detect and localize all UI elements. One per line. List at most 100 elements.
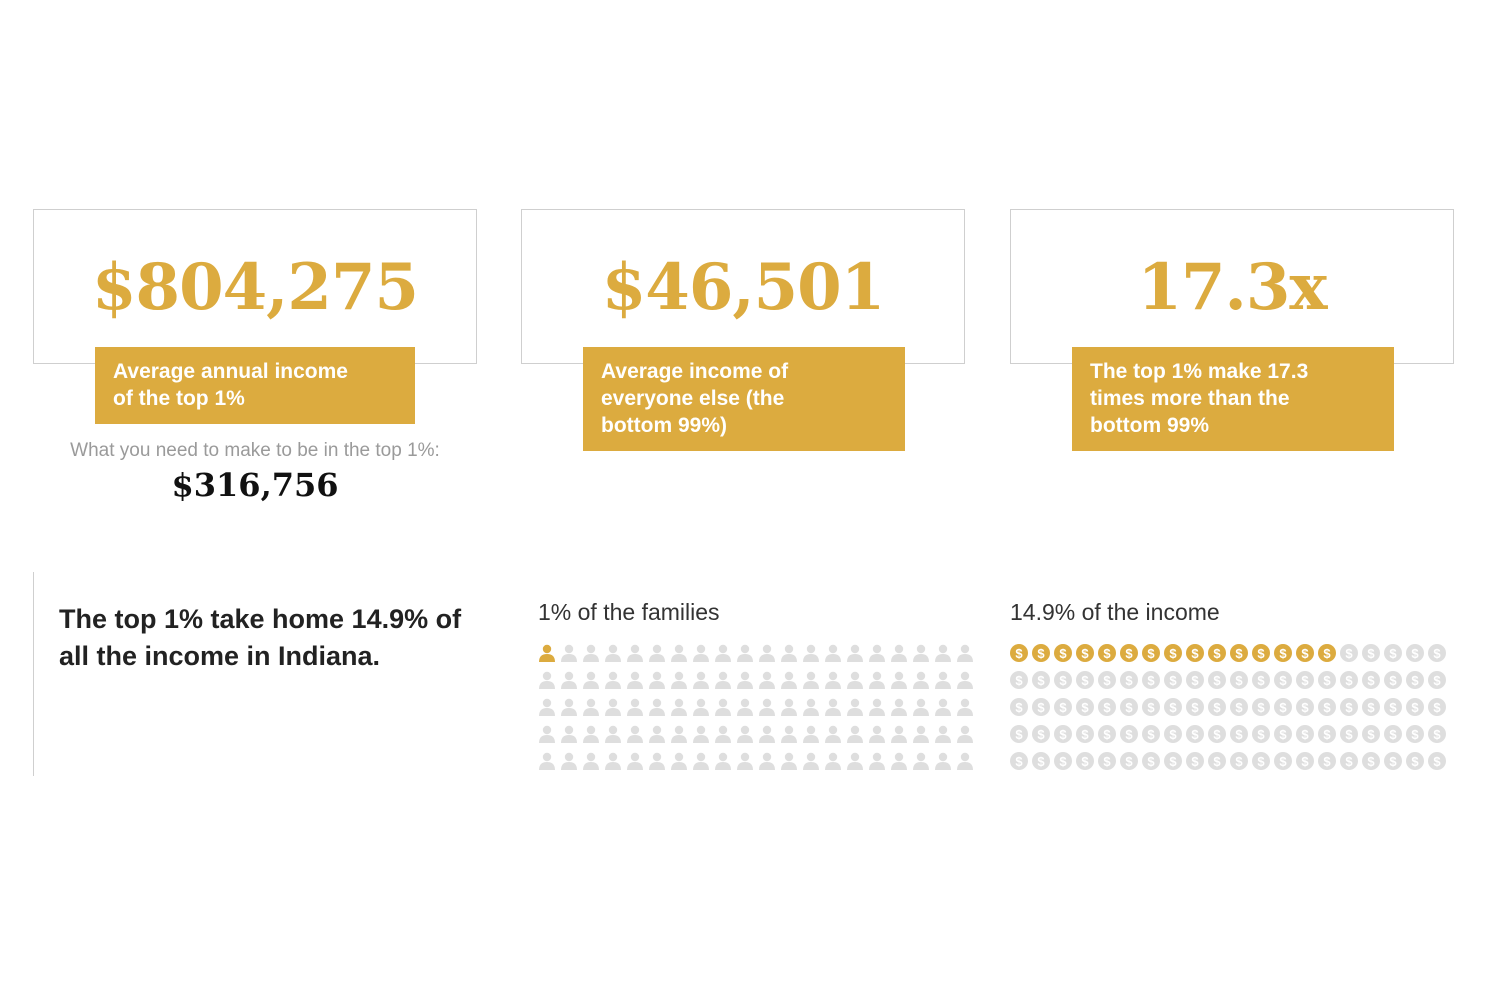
stat-caption-tag: Average annual income of the top 1% (95, 347, 415, 424)
dollar-coin-icon: $ (1252, 725, 1270, 743)
dollar-coin-icon: $ (1142, 752, 1160, 770)
dollar-coin-icon-highlighted: $ (1142, 644, 1160, 662)
svg-text:$: $ (1323, 673, 1331, 688)
svg-text:$: $ (1037, 646, 1045, 661)
svg-text:$: $ (1059, 754, 1067, 769)
person-icon (935, 671, 951, 689)
dollar-coin-icon: $ (1340, 644, 1358, 662)
svg-text:$: $ (1301, 754, 1309, 769)
caption-line: everyone else (the (601, 387, 785, 410)
stat-value: 17.3x (1137, 250, 1327, 325)
person-icon (737, 698, 753, 716)
svg-text:$: $ (1411, 646, 1419, 661)
person-icon (605, 671, 621, 689)
svg-text:$: $ (1411, 700, 1419, 715)
person-icon (693, 644, 709, 662)
dollar-coin-icon: $ (1164, 671, 1182, 689)
headline: The top 1% take home 14.9% of all the in… (59, 601, 509, 675)
dollar-coin-icon: $ (1428, 671, 1446, 689)
person-icon (583, 752, 599, 770)
dollar-coin-icon: $ (1186, 725, 1204, 743)
person-icon (781, 698, 797, 716)
person-icon (649, 698, 665, 716)
dollar-coin-icon: $ (1428, 752, 1446, 770)
dollar-coin-icon: $ (1120, 671, 1138, 689)
dollar-coin-icon: $ (1252, 671, 1270, 689)
person-icon (935, 644, 951, 662)
svg-text:$: $ (1279, 727, 1287, 742)
person-icon (913, 671, 929, 689)
dollar-coin-icon: $ (1010, 752, 1028, 770)
dollar-coin-icon: $ (1384, 698, 1402, 716)
dollar-coin-icon: $ (1384, 752, 1402, 770)
svg-text:$: $ (1433, 754, 1441, 769)
person-icon (737, 752, 753, 770)
dollar-coin-icon: $ (1384, 644, 1402, 662)
svg-text:$: $ (1015, 700, 1023, 715)
person-icon (825, 671, 841, 689)
person-icon (803, 671, 819, 689)
person-icon (847, 644, 863, 662)
svg-text:$: $ (1389, 646, 1397, 661)
svg-text:$: $ (1191, 700, 1199, 715)
stat-card-ratio: 17.3x (1010, 209, 1454, 364)
svg-text:$: $ (1257, 673, 1265, 688)
person-icon (715, 752, 731, 770)
svg-text:$: $ (1367, 754, 1375, 769)
threshold-value: $316,756 (171, 466, 339, 504)
dollar-coin-icon: $ (1054, 725, 1072, 743)
person-icon (649, 671, 665, 689)
svg-text:$: $ (1323, 700, 1331, 715)
svg-text:$: $ (1389, 727, 1397, 742)
person-icon (693, 671, 709, 689)
person-icon (957, 671, 973, 689)
dollar-coin-icon: $ (1406, 725, 1424, 743)
person-icon (869, 752, 885, 770)
svg-text:$: $ (1213, 727, 1221, 742)
svg-text:$: $ (1147, 700, 1155, 715)
person-icon (539, 725, 555, 743)
svg-text:$: $ (1301, 700, 1309, 715)
person-icon (539, 752, 555, 770)
person-icon (649, 644, 665, 662)
stat-value: $804,275 (92, 250, 419, 325)
income-chart-title: 14.9% of the income (1010, 599, 1220, 625)
svg-text:$: $ (1125, 646, 1133, 661)
dollar-coin-icon-highlighted: $ (1208, 644, 1226, 662)
svg-text:$: $ (1081, 646, 1089, 661)
dollar-coin-icon: $ (1186, 752, 1204, 770)
dollar-coin-icon-highlighted: $ (1274, 644, 1292, 662)
svg-text:$: $ (1125, 754, 1133, 769)
svg-text:$: $ (1257, 646, 1265, 661)
dollar-coin-icon: $ (1032, 725, 1050, 743)
dollar-coin-icon: $ (1362, 725, 1380, 743)
svg-text:$: $ (1279, 700, 1287, 715)
person-icon (561, 698, 577, 716)
person-icon (913, 698, 929, 716)
dollar-coin-icon: $ (1098, 725, 1116, 743)
svg-text:$: $ (1059, 673, 1067, 688)
person-icon (759, 644, 775, 662)
person-icon (715, 644, 731, 662)
dollar-coin-icon-highlighted: $ (1120, 644, 1138, 662)
person-icon (891, 671, 907, 689)
person-icon (627, 698, 643, 716)
person-icon (671, 752, 687, 770)
person-icon (781, 671, 797, 689)
dollar-coin-icon: $ (1164, 752, 1182, 770)
svg-text:$: $ (1169, 754, 1177, 769)
families-waffle-chart (539, 644, 973, 770)
dollar-coin-icon: $ (1406, 644, 1424, 662)
svg-text:$: $ (1059, 727, 1067, 742)
stat-caption-tag: The top 1% make 17.3 times more than the… (1072, 347, 1394, 451)
person-icon (935, 698, 951, 716)
person-icon (891, 725, 907, 743)
svg-text:$: $ (1037, 727, 1045, 742)
dollar-coin-icon: $ (1186, 698, 1204, 716)
person-icon (561, 671, 577, 689)
dollar-coin-icon: $ (1274, 725, 1292, 743)
section-divider (33, 572, 34, 776)
svg-text:$: $ (1433, 727, 1441, 742)
dollar-coin-icon-highlighted: $ (1164, 644, 1182, 662)
dollar-coin-icon-highlighted: $ (1186, 644, 1204, 662)
